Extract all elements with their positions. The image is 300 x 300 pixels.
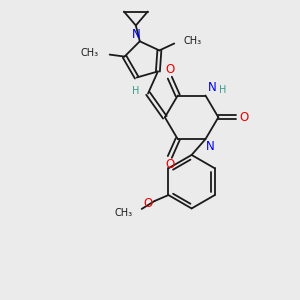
Text: H: H	[219, 85, 226, 94]
Text: N: N	[208, 81, 217, 94]
Text: O: O	[239, 111, 249, 124]
Text: CH₃: CH₃	[81, 48, 99, 58]
Text: N: N	[206, 140, 215, 152]
Text: H: H	[132, 85, 140, 96]
Text: CH₃: CH₃	[183, 35, 201, 46]
Text: O: O	[165, 63, 174, 76]
Text: N: N	[131, 28, 140, 41]
Text: CH₃: CH₃	[115, 208, 133, 218]
Text: O: O	[143, 197, 152, 211]
Text: O: O	[165, 158, 174, 171]
